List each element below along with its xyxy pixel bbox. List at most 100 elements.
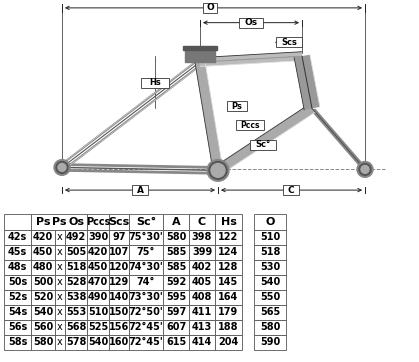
Circle shape — [54, 160, 70, 175]
Text: x: x — [57, 307, 63, 317]
Text: 480: 480 — [33, 262, 53, 272]
Bar — [129, 275, 163, 290]
Text: 179: 179 — [218, 307, 239, 317]
Text: A: A — [172, 217, 180, 227]
Text: O: O — [265, 217, 275, 227]
Bar — [163, 230, 189, 245]
Bar — [189, 320, 215, 335]
Text: 553: 553 — [66, 307, 86, 317]
Bar — [163, 275, 189, 290]
Text: C: C — [288, 186, 294, 195]
Circle shape — [56, 161, 68, 173]
Bar — [65, 245, 87, 260]
Text: 420: 420 — [88, 247, 108, 257]
Text: x: x — [57, 292, 63, 302]
Text: 595: 595 — [166, 292, 186, 302]
Text: Ps: Ps — [52, 217, 66, 227]
Text: x: x — [57, 277, 63, 287]
Bar — [129, 335, 163, 350]
Text: Ps: Ps — [36, 217, 50, 227]
Text: 124: 124 — [218, 247, 239, 257]
Text: 580: 580 — [260, 323, 280, 332]
Text: Pccs: Pccs — [86, 217, 110, 227]
Text: 54s: 54s — [8, 307, 27, 317]
Text: 411: 411 — [192, 307, 212, 317]
Text: O: O — [206, 3, 214, 12]
Text: 107: 107 — [109, 247, 129, 257]
FancyBboxPatch shape — [276, 37, 302, 47]
Text: 405: 405 — [192, 277, 212, 287]
Bar — [65, 230, 87, 245]
Bar — [189, 290, 215, 305]
Bar — [254, 230, 286, 245]
Text: 420: 420 — [33, 232, 53, 242]
Text: 597: 597 — [166, 307, 186, 317]
FancyBboxPatch shape — [239, 18, 263, 28]
Text: 74°30': 74°30' — [129, 262, 163, 272]
Text: 150: 150 — [109, 307, 129, 317]
Bar — [254, 305, 286, 320]
Text: C: C — [198, 217, 206, 227]
Text: 565: 565 — [260, 307, 280, 317]
Bar — [31, 214, 87, 230]
Text: 408: 408 — [192, 292, 212, 302]
Text: 500: 500 — [33, 277, 53, 287]
Bar — [163, 245, 189, 260]
Polygon shape — [215, 104, 315, 174]
Text: 97: 97 — [112, 232, 126, 242]
Polygon shape — [294, 55, 320, 110]
Text: Hs: Hs — [149, 78, 161, 87]
Bar — [254, 245, 286, 260]
Text: 538: 538 — [66, 292, 86, 302]
Bar — [129, 320, 163, 335]
Text: 520: 520 — [33, 292, 53, 302]
Bar — [55, 320, 65, 335]
Text: 525: 525 — [88, 323, 108, 332]
Bar — [109, 214, 129, 230]
Text: 450: 450 — [33, 247, 53, 257]
Bar — [87, 335, 109, 350]
Text: 560: 560 — [33, 323, 53, 332]
FancyBboxPatch shape — [283, 185, 299, 195]
Text: Scs: Scs — [109, 217, 129, 227]
Bar — [163, 335, 189, 350]
Bar — [87, 260, 109, 275]
Text: 164: 164 — [218, 292, 239, 302]
Bar — [55, 290, 65, 305]
Bar — [31, 335, 55, 350]
Bar — [4, 305, 31, 320]
Text: 550: 550 — [260, 292, 280, 302]
Text: 580: 580 — [166, 232, 186, 242]
FancyBboxPatch shape — [227, 101, 247, 111]
Bar — [65, 320, 87, 335]
Text: 45s: 45s — [8, 247, 27, 257]
Text: x: x — [57, 247, 63, 257]
Text: 75°30': 75°30' — [129, 232, 163, 242]
Text: 540: 540 — [88, 337, 108, 348]
Text: 590: 590 — [260, 337, 280, 348]
Bar — [55, 305, 65, 320]
Bar — [87, 290, 109, 305]
Bar — [254, 290, 286, 305]
Circle shape — [357, 161, 373, 177]
Bar — [129, 290, 163, 305]
Text: 52s: 52s — [8, 292, 27, 302]
Text: Os: Os — [68, 217, 84, 227]
Bar — [4, 214, 31, 230]
Text: Ps: Ps — [232, 102, 243, 111]
Bar — [185, 48, 215, 62]
Bar — [87, 320, 109, 335]
Bar — [31, 290, 55, 305]
Text: 540: 540 — [33, 307, 53, 317]
Bar — [55, 260, 65, 275]
Text: 490: 490 — [88, 292, 108, 302]
Text: 120: 120 — [109, 262, 129, 272]
Text: 42s: 42s — [8, 232, 27, 242]
Text: 592: 592 — [166, 277, 186, 287]
Text: 72°45': 72°45' — [129, 337, 163, 348]
Text: 160: 160 — [109, 337, 129, 348]
Bar — [129, 214, 163, 230]
Bar — [109, 305, 129, 320]
Circle shape — [207, 160, 229, 181]
Bar — [31, 305, 55, 320]
